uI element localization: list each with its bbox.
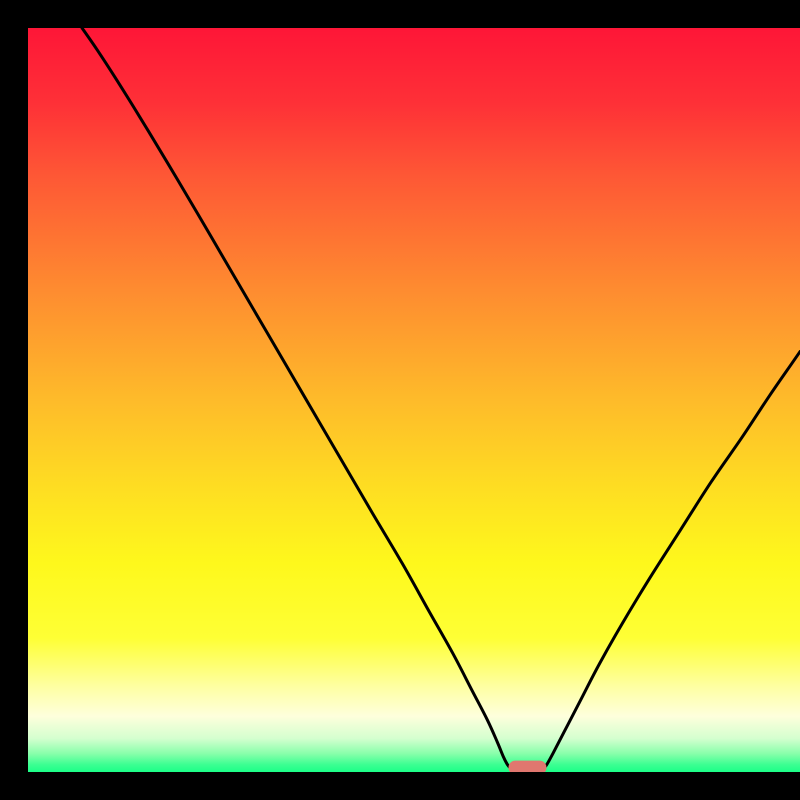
frame-bottom	[0, 772, 800, 800]
gradient-background	[28, 28, 800, 772]
chart-svg	[28, 28, 800, 772]
frame-left	[0, 0, 28, 800]
plot-area	[28, 28, 800, 772]
frame-top	[0, 0, 800, 28]
